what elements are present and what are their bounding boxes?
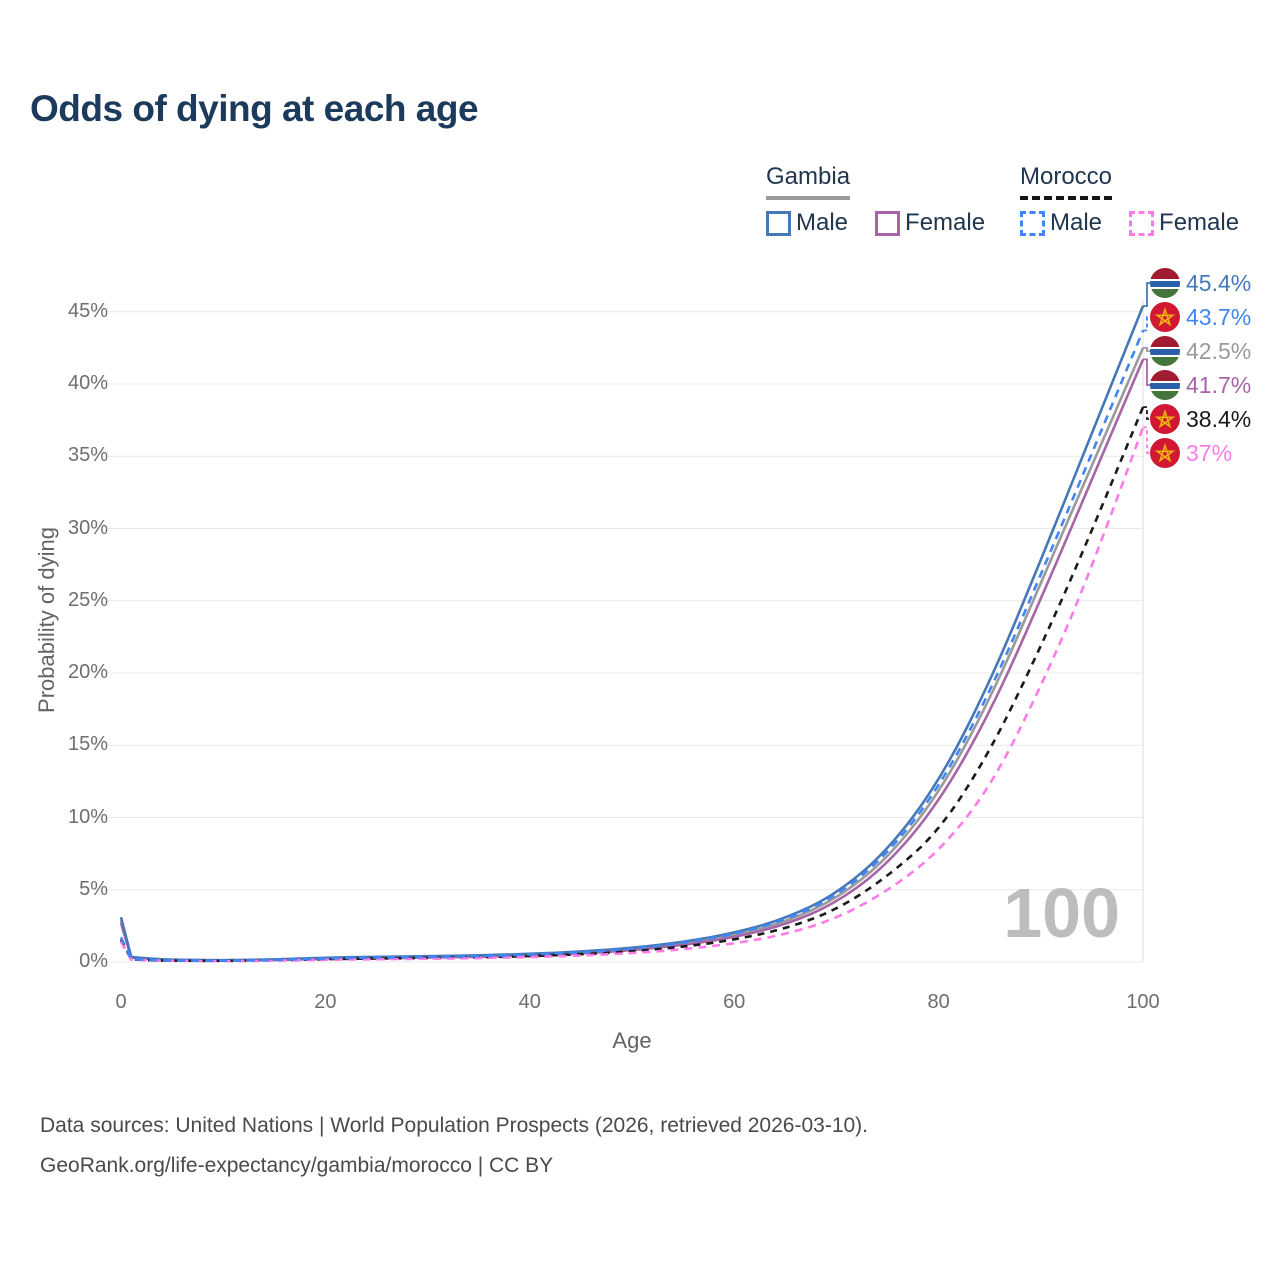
end-label-value: 43.7% (1186, 303, 1252, 330)
series-line-gambia-female[interactable] (119, 358, 1145, 962)
y-tick-label: 20% (67, 661, 108, 683)
legend-group-gambia: Gambia Male Female (766, 163, 985, 237)
end-label-morocco-female: 37% (1150, 436, 1232, 470)
leader-line-gambia-female (1143, 358, 1151, 386)
end-label-gambia-male: 45.4% (1150, 266, 1251, 300)
series-line-morocco-male[interactable] (119, 330, 1145, 963)
leader-line-morocco-male (1143, 316, 1151, 332)
y-tick-label: 45% (67, 299, 108, 322)
x-tick-label: 20 (314, 991, 337, 1013)
y-tick-label: 40% (67, 372, 108, 394)
end-label-gambia-female: 41.7% (1150, 368, 1251, 402)
end-label-gambia-total: 42.5% (1150, 334, 1251, 368)
x-tick-label: 60 (723, 991, 746, 1013)
y-tick-label: 15% (67, 733, 108, 756)
series-line-morocco-total[interactable] (119, 406, 1145, 963)
legend-item-morocco-female[interactable]: Female (1129, 209, 1239, 237)
data-sources-line: Data sources: United Nations | World Pop… (40, 1114, 869, 1137)
end-label-value: 41.7% (1186, 371, 1252, 398)
end-label-value: 45.4% (1186, 269, 1252, 296)
end-label-morocco-male: 43.7% (1150, 300, 1251, 334)
morocco-flag-icon (1150, 404, 1180, 434)
end-label-morocco-total: 38.4% (1150, 402, 1251, 436)
x-tick-label: 40 (518, 991, 541, 1013)
legend-item-gambia-male[interactable]: Male (766, 209, 848, 237)
morocco-female-swatch-icon (1129, 210, 1155, 236)
x-tick-label: 0 (115, 991, 127, 1013)
page-title: Odds of dying at each age (30, 88, 479, 129)
footer: Data sources: United Nations | World Pop… (40, 1106, 868, 1186)
series-line-gambia-male[interactable] (119, 305, 1145, 962)
y-tick-label: 0% (79, 950, 108, 972)
y-tick-label: 30% (67, 516, 108, 539)
morocco-flag-icon (1150, 302, 1180, 332)
legend-label: Female (1159, 209, 1240, 236)
legend-label: Male (1050, 209, 1103, 236)
morocco-male-swatch-icon (1020, 210, 1045, 236)
legend-group-morocco: Morocco Male Female (1020, 163, 1239, 237)
leader-line-morocco-total (1143, 406, 1151, 420)
end-label-value: 37% (1186, 439, 1233, 466)
legend-item-gambia-female[interactable]: Female (875, 209, 985, 237)
leader-line-morocco-female (1143, 426, 1151, 454)
legend-label: Female (905, 209, 986, 236)
end-label-value: 42.5% (1186, 337, 1252, 364)
hovered-age-watermark: 100 (1003, 874, 1120, 952)
x-axis-title: Age (612, 1028, 652, 1053)
morocco-flag-icon (1150, 438, 1180, 468)
gambia-flag-icon (1150, 336, 1180, 366)
legend-label: Male (796, 209, 849, 236)
legend-country-morocco[interactable]: Morocco (1020, 163, 1113, 200)
gambia-flag-icon (1150, 268, 1180, 298)
y-tick-label: 10% (67, 805, 108, 828)
end-label-value: 38.4% (1186, 405, 1252, 432)
series-line-morocco-female[interactable] (119, 426, 1145, 963)
legend-item-morocco-male[interactable]: Male (1020, 209, 1102, 237)
leader-line-gambia-total (1143, 347, 1151, 352)
y-tick-label: 35% (67, 444, 108, 467)
gambia-male-swatch-icon (766, 210, 791, 236)
x-tick-label: 80 (927, 991, 950, 1013)
leader-line-gambia-male (1143, 282, 1151, 307)
x-tick-label: 100 (1126, 991, 1160, 1013)
attribution-line: GeoRank.org/life-expectancy/gambia/moroc… (40, 1154, 554, 1177)
series-line-gambia-total[interactable] (119, 347, 1145, 962)
gambia-flag-icon (1150, 370, 1180, 400)
legend-country-gambia[interactable]: Gambia (766, 163, 851, 200)
gambia-female-swatch-icon (875, 210, 901, 236)
y-tick-label: 5% (79, 877, 108, 900)
y-tick-label: 25% (67, 588, 108, 611)
